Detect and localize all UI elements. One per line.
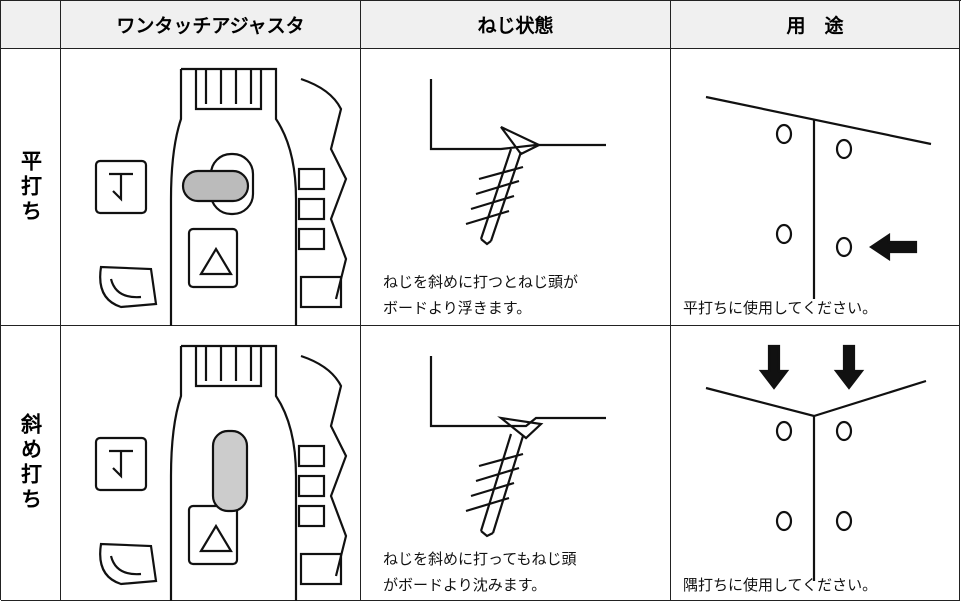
caption: がボードより沈みます。 xyxy=(383,576,547,594)
usage-illustration xyxy=(705,95,932,299)
adjuster-cell xyxy=(61,49,361,326)
usage-cell: 隅打ちに使用してください。 xyxy=(671,326,960,601)
caption: 隅打ちに使用してください。 xyxy=(683,576,878,594)
caption: ねじを斜めに打ってもねじ頭 xyxy=(383,550,577,568)
adjuster-illustration xyxy=(94,67,348,326)
header-cell xyxy=(1,1,61,49)
screw-cell: ねじを斜めに打ってもねじ頭 がボードより沈みます。 xyxy=(361,326,671,601)
screw-illustration xyxy=(429,356,606,538)
header-cell: ねじ状態 xyxy=(361,1,671,49)
row-label-text: 平打ち xyxy=(18,149,43,225)
screw-illustration xyxy=(429,79,606,246)
header-cell: ワンタッチアジャスタ xyxy=(61,1,361,49)
header-text: ねじ状態 xyxy=(477,15,554,37)
caption: ねじを斜めに打つとねじ頭が xyxy=(383,273,579,291)
row-label: 平打ち xyxy=(1,49,61,326)
adjuster-cell xyxy=(61,326,361,601)
caption: 平打ちに使用してください。 xyxy=(683,299,878,317)
row-label-text: 斜め打ち xyxy=(18,413,43,513)
row-label: 斜め打ち xyxy=(1,326,61,601)
adjuster-illustration xyxy=(94,344,348,601)
header-text: ワンタッチアジャスタ xyxy=(116,15,305,37)
usage-illustration xyxy=(705,344,927,581)
header-cell: 用 途 xyxy=(671,1,960,49)
screw-cell: ねじを斜めに打つとねじ頭が ボードより浮きます。 xyxy=(361,49,671,326)
header-text: 用 途 xyxy=(786,15,844,37)
caption: ボードより浮きます。 xyxy=(383,299,532,317)
usage-cell: 平打ちに使用してください。 xyxy=(671,49,960,326)
